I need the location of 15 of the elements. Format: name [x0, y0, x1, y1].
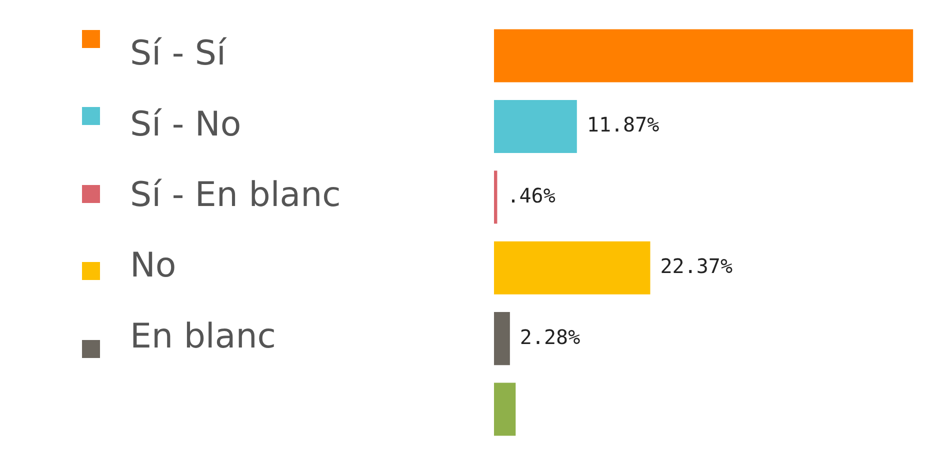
y-tick-label: Sí - No	[130, 104, 242, 144]
data-label: 22.37%	[660, 254, 732, 278]
y-tick-label: Sí - Sí	[130, 34, 228, 74]
y-tick-label: En blanc	[130, 316, 276, 356]
bar	[494, 100, 577, 153]
data-label: 2.28%	[520, 324, 580, 349]
data-label: .46%	[507, 183, 556, 208]
data-label: 11.87%	[586, 112, 660, 137]
bar	[494, 382, 516, 436]
bar	[494, 170, 498, 224]
bar	[494, 312, 510, 366]
bar	[494, 29, 914, 82]
y-tick-label: Sí - En blanc	[130, 174, 341, 215]
y-tick-label: No	[130, 246, 176, 286]
bar	[494, 241, 650, 294]
